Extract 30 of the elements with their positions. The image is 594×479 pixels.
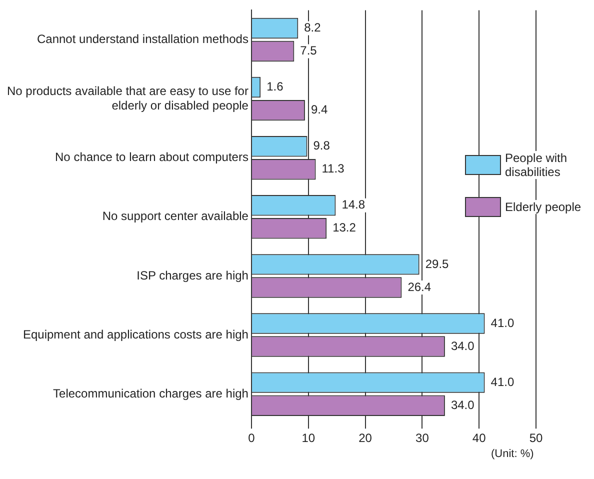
data-label: 13.2 <box>332 220 356 235</box>
text: (Unit: %) <box>491 448 534 460</box>
data-label: 8.2 <box>304 20 322 35</box>
data-label: 9.4 <box>310 102 328 117</box>
data-label: 29.5 <box>425 256 450 271</box>
y-tick-label: Equipment and applications costs are high <box>22 327 248 342</box>
data-label: 34.0 <box>450 398 475 412</box>
data-label: 1.6 <box>266 80 284 94</box>
data-label: 34.0 <box>450 338 475 353</box>
x-tick-label: 40 <box>472 431 486 446</box>
y-tick-label: No support center available <box>102 209 249 224</box>
data-label: 11.3 <box>322 162 345 176</box>
y-tick-label: No chance to learn about computers <box>55 150 248 164</box>
data-label: 7.5 <box>300 44 318 58</box>
data-label: 9.8 <box>313 138 330 153</box>
legend-label: People with disabilities <box>505 150 568 179</box>
y-tick-label: ISP charges are high <box>136 268 248 282</box>
data-label: 41.0 <box>490 374 514 389</box>
y-tick-label: Cannot understand installation methods <box>36 32 248 46</box>
data-label: 41.0 <box>490 316 514 330</box>
x-tick-label: 0 <box>248 431 256 446</box>
legend-label: Elderly people <box>505 200 582 214</box>
y-tick-label: Telecommunication charges are high <box>53 386 248 400</box>
data-label: 26.4 <box>408 280 432 294</box>
x-tick-label: 10 <box>302 431 316 446</box>
y-tick-label: No products available that are easy to use for elderly or disabled people <box>6 84 249 112</box>
x-tick-label: 50 <box>529 431 543 446</box>
data-label: 14.8 <box>342 198 366 212</box>
x-tick-label: 20 <box>358 431 372 446</box>
x-tick-label: 30 <box>416 431 430 446</box>
